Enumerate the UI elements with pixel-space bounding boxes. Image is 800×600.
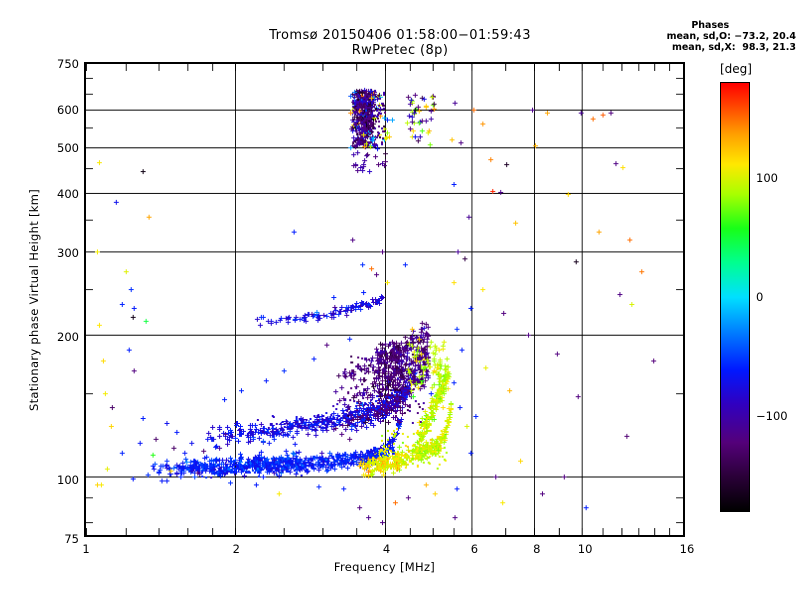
x-tick-label: 6 (470, 542, 479, 556)
y-tick-label: 600 (57, 103, 79, 118)
x-tick-label: 2 (232, 542, 240, 556)
phase-stats-block: Phases mean, sd,O: −73.2, 20.4 mean, sd,… (667, 20, 796, 53)
colorbar-tick-label: 0 (756, 290, 764, 304)
y-axis-label: Stationary phase Virtual Height [km] (27, 188, 41, 411)
x-tick-label: 1 (82, 542, 90, 556)
y-tick-label: 500 (57, 140, 79, 155)
colorbar: [deg] 100 0 −100 (720, 62, 788, 512)
x-tick-label: 4 (382, 542, 391, 556)
y-tick-label: 400 (57, 186, 79, 201)
x-tick-label: 16 (679, 542, 695, 556)
x-tick-label: 10 (577, 542, 593, 556)
scatter-canvas (86, 64, 683, 535)
y-tick-label: 750 (57, 57, 79, 71)
colorbar-tick-label: −100 (756, 409, 788, 424)
x-tick-label: 8 (533, 542, 541, 556)
plot-area: Stationary phase Virtual Height [km] Fre… (27, 57, 694, 574)
plot-title-line1: Tromsø 20150406 01:58:00−01:59:43 (269, 28, 531, 43)
y-tick-label-min: 75 (64, 532, 79, 546)
y-tick-label: 300 (57, 246, 79, 261)
colorbar-tick-label: 100 (756, 170, 778, 185)
colorbar-gradient (720, 82, 750, 512)
x-axis-label: Frequency [MHz] (333, 560, 436, 574)
plot-title-line2: RwPretec (8p) (351, 43, 449, 58)
colorbar-unit-label: [deg] (720, 62, 752, 76)
y-tick-label: 100 (57, 472, 79, 487)
phase-stats-o-mode: mean, sd,O: −73.2, 20.4 (666, 31, 796, 42)
y-tick-label: 200 (57, 329, 79, 344)
phase-stats-header: Phases (691, 20, 730, 31)
phase-stats-x-mode: mean, sd,X: 98.3, 21.3 (671, 42, 796, 53)
